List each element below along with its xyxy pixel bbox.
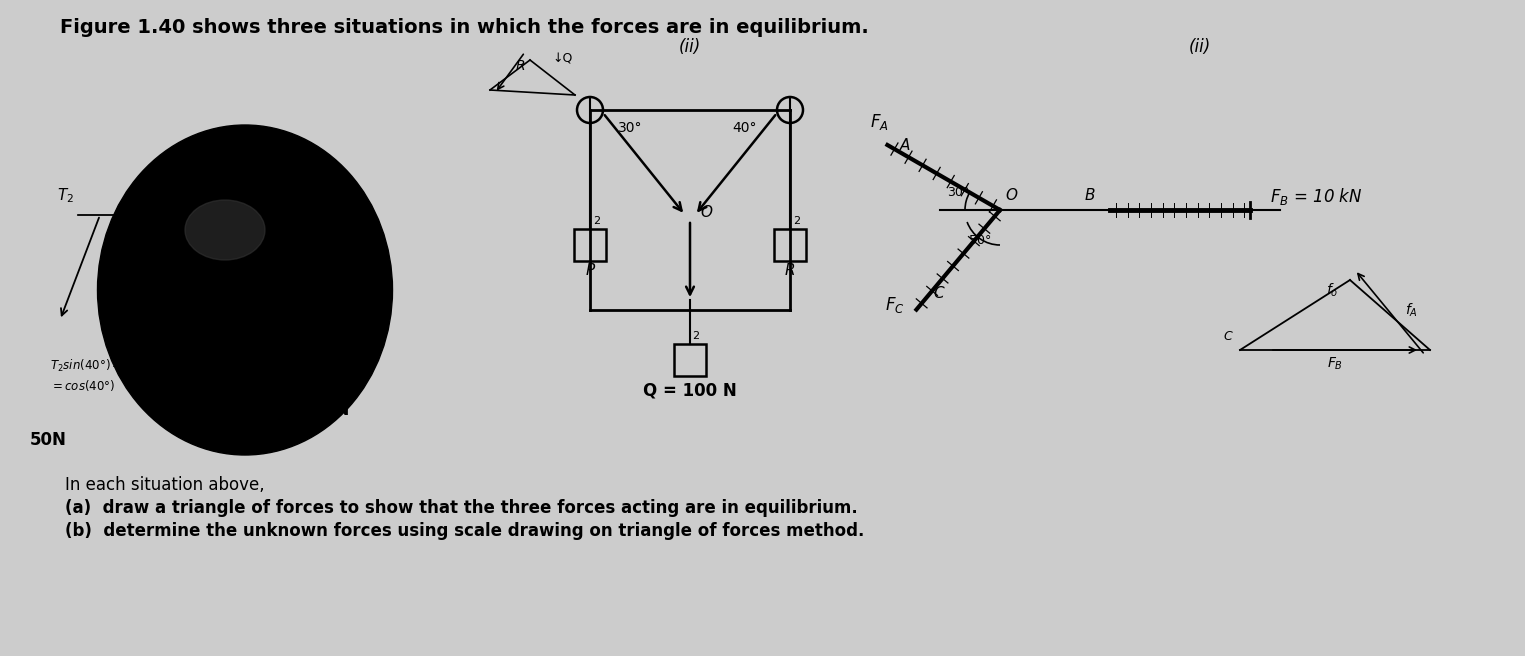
Text: (ii): (ii)	[1190, 38, 1211, 56]
Text: R: R	[785, 263, 796, 278]
Text: B: B	[1084, 188, 1095, 203]
Text: $F_B$ = 10 kN: $F_B$ = 10 kN	[1270, 186, 1363, 207]
Text: $= cos(40°)$: $= cos(40°)$	[50, 378, 116, 393]
Text: $F_A$: $F_A$	[871, 112, 889, 132]
Text: ↓Q: ↓Q	[552, 52, 572, 65]
Text: $f_A$: $f_A$	[1405, 302, 1418, 319]
Text: (ii): (ii)	[679, 38, 702, 56]
Text: 30°: 30°	[618, 121, 642, 135]
Text: $T_2$: $T_2$	[56, 186, 73, 205]
Text: O: O	[1005, 188, 1017, 203]
Text: O: O	[700, 205, 712, 220]
Bar	[674, 344, 706, 376]
Text: (b)  determine the unknown forces using scale drawing on triangle of forces meth: (b) determine the unknown forces using s…	[66, 522, 865, 540]
Ellipse shape	[114, 150, 316, 390]
Text: $F_C$: $F_C$	[884, 295, 904, 315]
Text: 2: 2	[692, 331, 698, 341]
Text: (a)  draw a triangle of forces to show that the three forces acting are in equil: (a) draw a triangle of forces to show th…	[66, 499, 857, 517]
Text: P: P	[586, 263, 595, 278]
Bar	[573, 229, 605, 261]
Text: 50 N: 50 N	[310, 403, 349, 418]
Ellipse shape	[98, 125, 392, 455]
Text: C: C	[1223, 330, 1232, 343]
Text: 2: 2	[593, 216, 601, 226]
Text: 50°: 50°	[968, 234, 991, 247]
Text: 40°: 40°	[732, 121, 756, 135]
Text: $F_B$: $F_B$	[1327, 356, 1344, 373]
Text: C: C	[933, 285, 944, 300]
Text: Figure 1.40 shows three situations in which the forces are in equilibrium.: Figure 1.40 shows three situations in wh…	[59, 18, 869, 37]
Text: 50N: 50N	[30, 431, 67, 449]
Text: $T_2 sin(40°) = 160$: $T_2 sin(40°) = 160$	[50, 358, 148, 374]
Text: 30°: 30°	[947, 186, 968, 199]
Ellipse shape	[185, 200, 265, 260]
Bar	[775, 229, 807, 261]
Text: Q = 100 N: Q = 100 N	[644, 382, 737, 400]
Text: A: A	[900, 138, 910, 153]
Text: In each situation above,: In each situation above,	[66, 476, 265, 494]
Text: R: R	[515, 59, 525, 73]
Text: 2: 2	[793, 216, 801, 226]
Ellipse shape	[200, 255, 360, 405]
Text: $f_o$: $f_o$	[1325, 282, 1337, 299]
